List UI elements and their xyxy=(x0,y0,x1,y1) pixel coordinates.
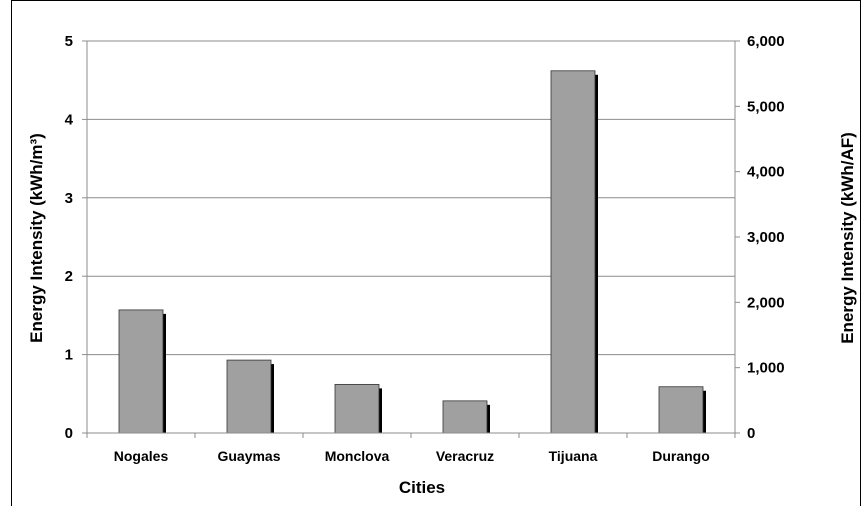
y-tick-label-right: 6,000 xyxy=(747,33,785,50)
bar xyxy=(118,309,164,434)
y-ticks-left: 0 1 2 3 4 5 xyxy=(65,33,87,442)
y-tick-label-right: 1,000 xyxy=(747,360,785,377)
y-tick-label-left: 5 xyxy=(65,33,73,50)
x-axis-title: Cities xyxy=(399,478,445,497)
y-tick-label-left: 1 xyxy=(65,347,73,364)
x-tick-label: Durango xyxy=(652,448,710,464)
gridlines xyxy=(87,40,735,356)
y-ticks-right: 0 1,000 2,000 3,000 4,000 5,000 6,000 xyxy=(735,33,785,442)
x-tick-label: Guaymas xyxy=(217,448,280,464)
x-ticks: Nogales Guaymas Monclova Veracruz Tijuana Dur… xyxy=(86,433,736,464)
y-tick-label-left: 0 xyxy=(65,425,73,442)
bar xyxy=(334,383,380,434)
x-tick-label: Tijuana xyxy=(549,448,598,464)
y-tick-label-right: 2,000 xyxy=(747,294,785,311)
y-tick-label-left: 4 xyxy=(65,111,74,128)
bar xyxy=(226,359,272,434)
x-tick-label: Nogales xyxy=(114,448,169,464)
bar xyxy=(550,70,596,434)
bar xyxy=(442,400,488,434)
y-axis-title-right: Energy Intensity (kWh/AF) xyxy=(838,132,857,344)
y-tick-label-right: 0 xyxy=(747,425,755,442)
y-axis-title-left: Energy Intensity (kWh/m³) xyxy=(27,133,46,343)
bar xyxy=(658,386,704,434)
y-tick-label-left: 2 xyxy=(65,268,73,285)
y-tick-label-right: 5,000 xyxy=(747,98,785,115)
y-tick-label-right: 3,000 xyxy=(747,229,785,246)
x-tick-label: Veracruz xyxy=(436,448,494,464)
y-tick-label-right: 4,000 xyxy=(747,164,785,181)
bars xyxy=(118,70,706,434)
y-tick-label-left: 3 xyxy=(65,190,73,207)
x-tick-label: Monclova xyxy=(325,448,390,464)
chart-frame xyxy=(11,0,861,506)
